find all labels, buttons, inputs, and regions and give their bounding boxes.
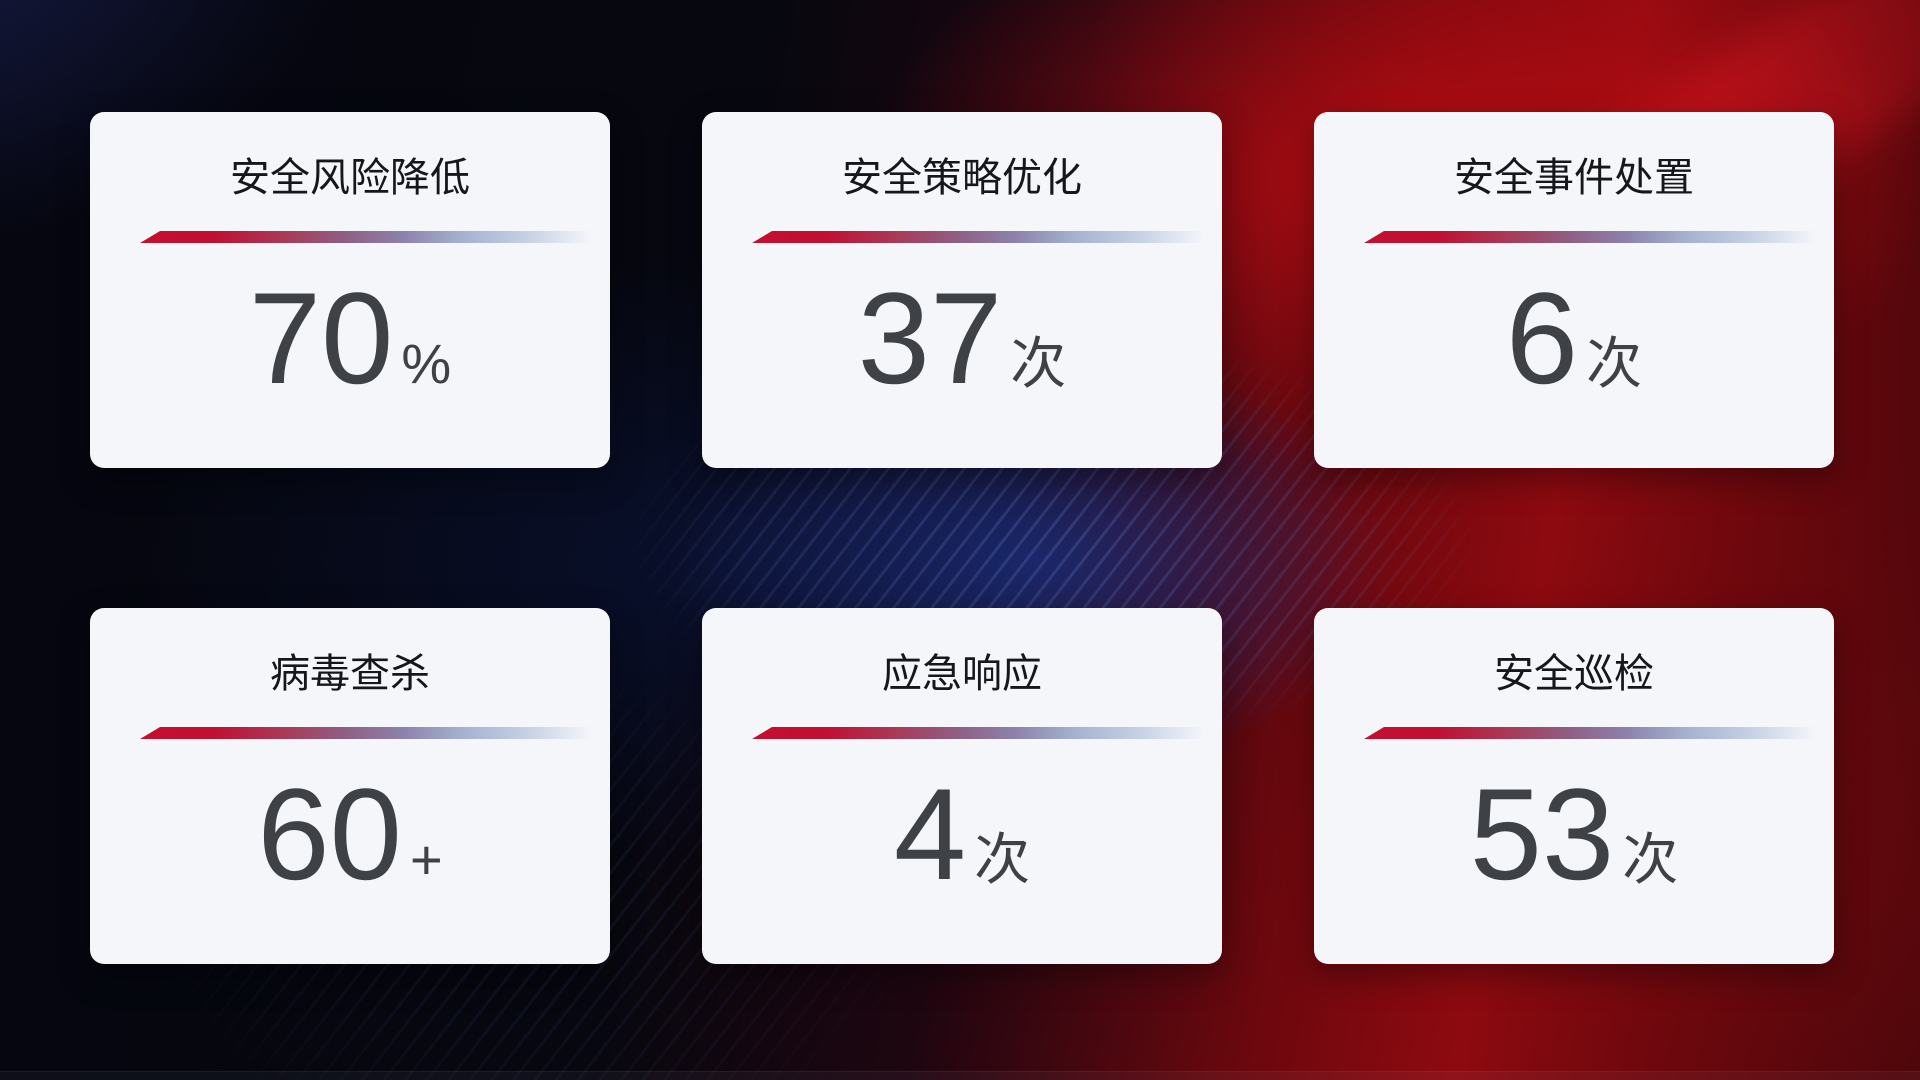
- card-title: 安全事件处置: [1454, 156, 1694, 200]
- card-value: 60: [257, 761, 402, 907]
- stat-value-row: 37 次: [858, 273, 1067, 403]
- gradient-divider: [752, 231, 1204, 243]
- stat-card-emergency-response: 应急响应 4 次: [702, 608, 1222, 964]
- card-value: 37: [857, 265, 1003, 411]
- stat-value-row: 6 次: [1506, 273, 1642, 403]
- card-unit: 次: [1586, 332, 1643, 395]
- stat-card-policy-optimization: 安全策略优化 37 次: [702, 112, 1222, 468]
- stat-value-row: 70 %: [249, 273, 451, 403]
- card-title: 病毒查杀: [270, 652, 430, 696]
- card-unit: 次: [1010, 332, 1067, 395]
- card-value: 4: [893, 761, 967, 907]
- stat-card-incident-handling: 安全事件处置 6 次: [1314, 112, 1834, 468]
- stat-card-virus-scan: 病毒查杀 60 +: [90, 608, 610, 964]
- card-title: 安全风险降低: [230, 156, 470, 200]
- stat-value-row: 53 次: [1470, 769, 1679, 899]
- gradient-divider: [140, 727, 592, 739]
- stat-card-security-inspection: 安全巡检 53 次: [1314, 608, 1834, 964]
- gradient-divider: [752, 727, 1204, 739]
- gradient-divider: [1364, 727, 1816, 739]
- stat-card-risk-reduction: 安全风险降低 70 %: [90, 112, 610, 468]
- gradient-divider: [1364, 231, 1816, 243]
- stat-value-row: 4 次: [894, 769, 1030, 899]
- card-value: 6: [1505, 265, 1579, 411]
- card-value: 53: [1469, 761, 1615, 907]
- card-title: 安全策略优化: [842, 156, 1082, 200]
- stat-value-row: 60 +: [257, 769, 442, 899]
- card-unit: %: [401, 332, 452, 395]
- card-title: 应急响应: [882, 652, 1042, 696]
- gradient-divider: [140, 231, 592, 243]
- card-value: 70: [248, 265, 394, 411]
- bottom-edge-strip: [0, 1071, 1920, 1080]
- card-unit: 次: [974, 828, 1031, 891]
- card-title: 安全巡检: [1494, 652, 1654, 696]
- card-unit: +: [409, 828, 443, 891]
- card-unit: 次: [1622, 828, 1679, 891]
